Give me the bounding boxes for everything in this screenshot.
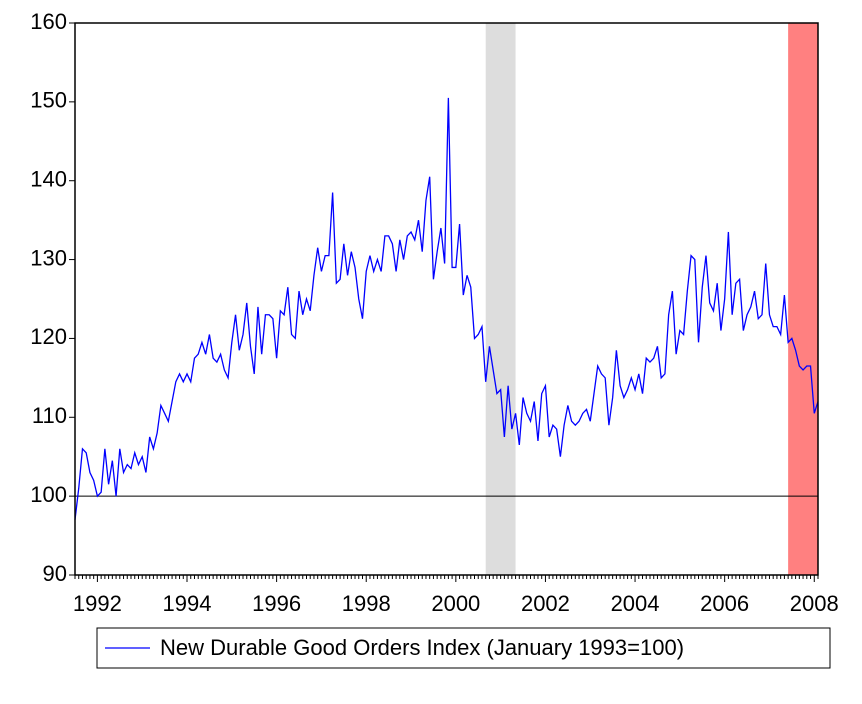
y-tick-label: 100 — [30, 482, 67, 507]
data-line — [74, 97, 819, 520]
shaded-region — [485, 23, 516, 575]
x-tick-label: 2008 — [790, 591, 839, 616]
y-tick-label: 140 — [30, 167, 67, 192]
y-tick-label: 120 — [30, 324, 67, 349]
y-tick-label: 110 — [32, 403, 67, 428]
legend-box — [96, 627, 831, 669]
y-tick-label: 150 — [30, 88, 67, 113]
x-tick-label: 1994 — [163, 591, 212, 616]
y-tick-label: 90 — [43, 561, 67, 586]
x-tick-label: 2000 — [431, 591, 480, 616]
x-tick-label: 2004 — [611, 591, 660, 616]
x-tick-label: 1996 — [252, 591, 301, 616]
plot-frame — [74, 22, 819, 576]
x-tick-label: 1998 — [342, 591, 391, 616]
x-tick-label: 1992 — [73, 591, 122, 616]
legend-label: New Durable Good Orders Index (January 1… — [160, 635, 684, 660]
x-tick-label: 2002 — [521, 591, 570, 616]
x-tick-label: 2006 — [700, 591, 749, 616]
y-tick-label: 130 — [30, 245, 67, 270]
y-tick-label: 160 — [30, 9, 67, 34]
shaded-region — [788, 23, 818, 575]
